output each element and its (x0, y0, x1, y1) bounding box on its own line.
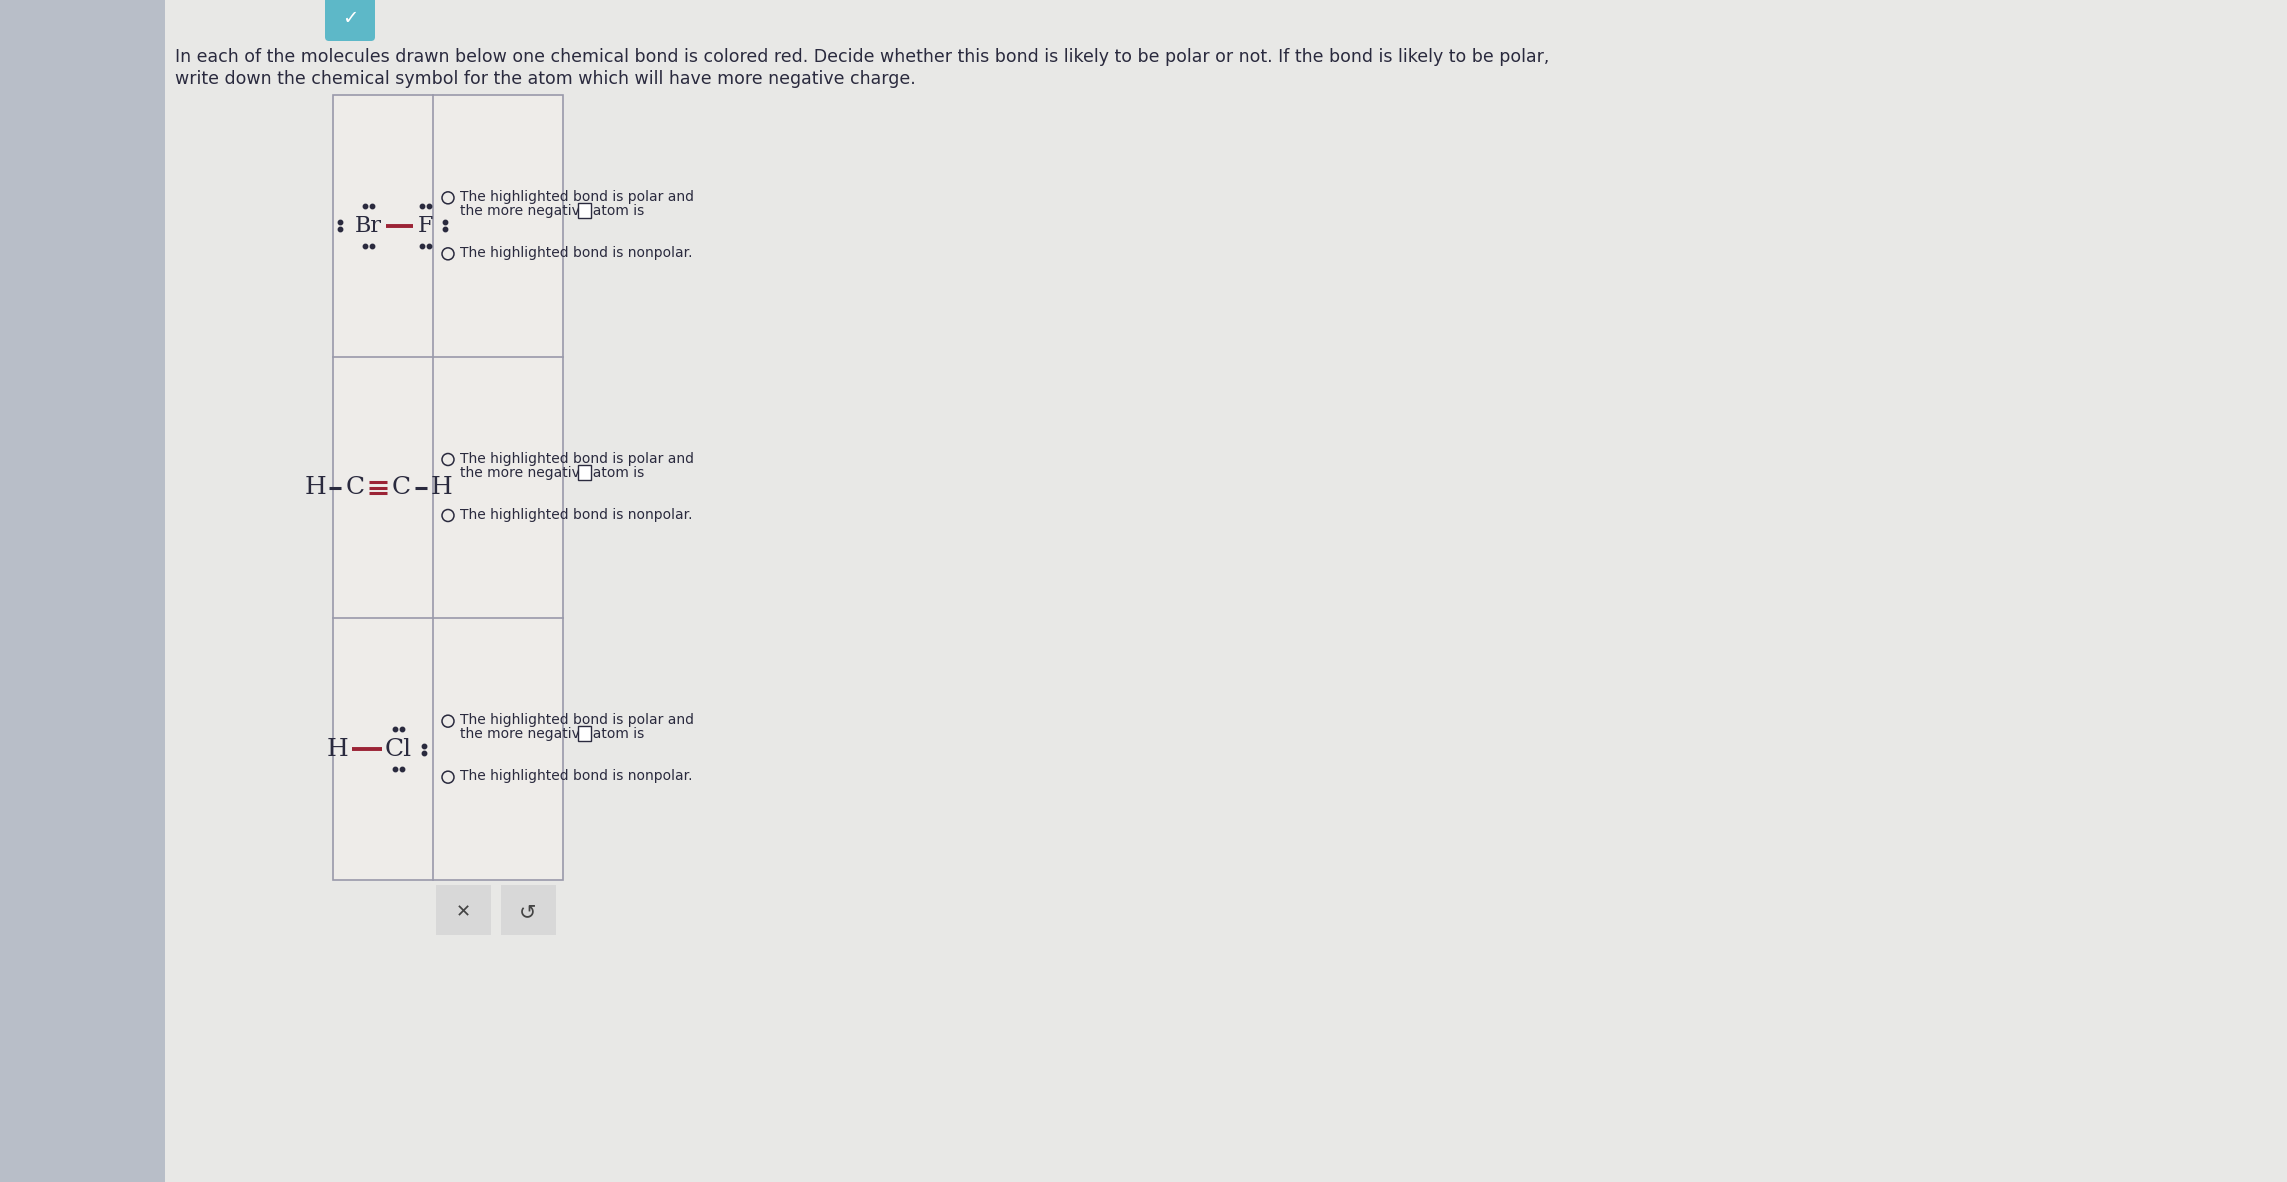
Text: H: H (327, 738, 350, 761)
Bar (579, 203, 590, 217)
Text: C: C (391, 476, 412, 499)
Text: the more negative atom is: the more negative atom is (460, 727, 645, 741)
Text: The highlighted bond is polar and: The highlighted bond is polar and (460, 713, 693, 727)
Bar (334, 95, 563, 881)
Text: The highlighted bond is polar and: The highlighted bond is polar and (460, 190, 693, 203)
FancyBboxPatch shape (325, 0, 375, 41)
Text: ✕: ✕ (455, 903, 471, 921)
Text: ↺: ↺ (519, 902, 537, 922)
Text: the more negative atom is: the more negative atom is (460, 203, 645, 217)
Text: the more negative atom is: the more negative atom is (460, 466, 645, 480)
Text: F: F (416, 215, 432, 236)
Text: Cl: Cl (384, 738, 412, 761)
Text: Br: Br (354, 215, 382, 236)
Text: ✓: ✓ (341, 9, 359, 28)
Bar (501, 885, 556, 935)
Text: The highlighted bond is nonpolar.: The highlighted bond is nonpolar. (460, 769, 693, 784)
Bar (579, 726, 590, 741)
Text: In each of the molecules drawn below one chemical bond is colored red. Decide wh: In each of the molecules drawn below one… (176, 48, 1548, 66)
Text: H: H (430, 476, 453, 499)
Bar (579, 465, 590, 480)
Text: H: H (304, 476, 325, 499)
Text: The highlighted bond is polar and: The highlighted bond is polar and (460, 452, 693, 466)
Text: The highlighted bond is nonpolar.: The highlighted bond is nonpolar. (460, 507, 693, 521)
Text: C: C (345, 476, 364, 499)
Text: write down the chemical symbol for the atom which will have more negative charge: write down the chemical symbol for the a… (176, 70, 915, 87)
Bar (435, 885, 489, 935)
Text: The highlighted bond is nonpolar.: The highlighted bond is nonpolar. (460, 246, 693, 260)
